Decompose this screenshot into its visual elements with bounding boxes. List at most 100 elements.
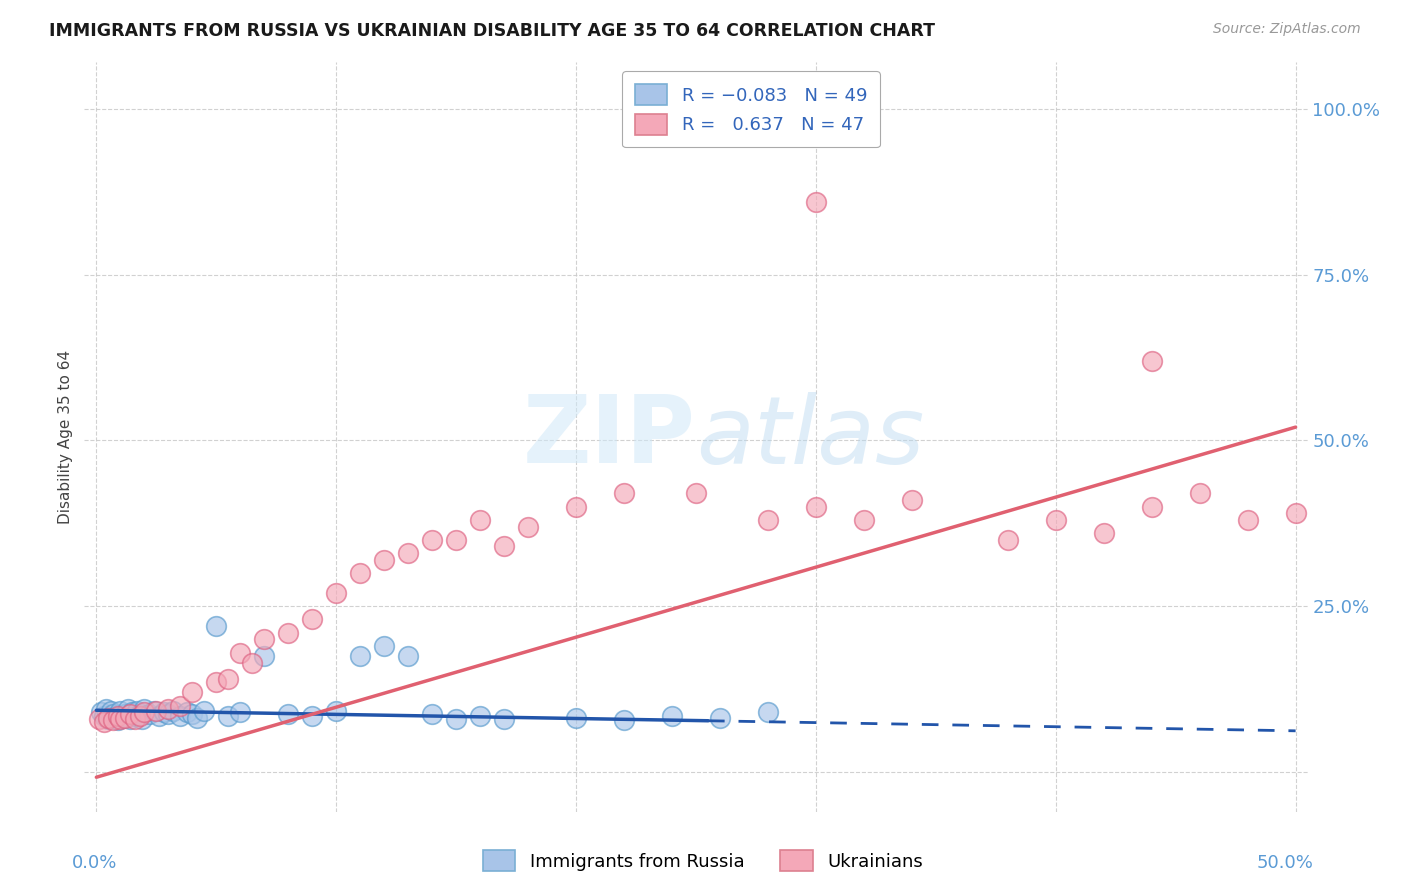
Point (142, 704, 165, 718)
Point (685, 486, 707, 500)
Legend: Immigrants from Russia, Ukrainians: Immigrants from Russia, Ukrainians (475, 843, 931, 879)
Point (301, 612, 323, 626)
Point (517, 519, 540, 533)
Point (97, 710, 120, 724)
Point (186, 710, 208, 724)
Point (97, 712, 120, 726)
Point (110, 704, 132, 718)
Point (118, 712, 141, 726)
Point (253, 632, 276, 647)
Text: 50.0%: 50.0% (1257, 854, 1313, 871)
Point (325, 704, 347, 718)
Point (349, 648, 371, 663)
Point (420, 706, 443, 721)
Point (613, 486, 636, 500)
Point (87, 712, 110, 726)
Point (229, 646, 252, 660)
Point (1140, 354, 1163, 368)
Point (107, 713, 129, 727)
Point (613, 713, 636, 727)
Point (181, 685, 204, 699)
Point (494, 540, 516, 554)
Point (804, 500, 827, 514)
Point (145, 704, 167, 718)
Point (325, 586, 347, 600)
Point (277, 706, 299, 721)
Point (444, 712, 467, 726)
Point (756, 705, 779, 719)
Point (107, 708, 129, 723)
Text: Source: ZipAtlas.com: Source: ZipAtlas.com (1213, 22, 1361, 37)
Point (205, 675, 228, 690)
Point (152, 705, 174, 719)
Point (1045, 513, 1067, 527)
Point (193, 704, 215, 718)
Point (1236, 513, 1258, 527)
Point (349, 566, 371, 580)
Point (756, 513, 779, 527)
Point (240, 656, 263, 670)
Point (217, 708, 239, 723)
Point (1284, 506, 1306, 520)
Point (148, 708, 170, 723)
Point (138, 706, 160, 721)
Point (110, 712, 132, 726)
Point (373, 553, 395, 567)
Point (169, 698, 191, 713)
Point (127, 704, 149, 718)
Point (176, 705, 198, 719)
Point (852, 513, 875, 527)
Point (396, 648, 419, 663)
Point (94, 702, 117, 716)
Point (444, 533, 467, 547)
Point (134, 702, 156, 716)
Point (128, 706, 150, 721)
Point (114, 706, 136, 721)
Point (253, 648, 276, 663)
Point (124, 712, 146, 726)
Text: IMMIGRANTS FROM RUSSIA VS UKRAINIAN DISABILITY AGE 35 TO 64 CORRELATION CHART: IMMIGRANTS FROM RUSSIA VS UKRAINIAN DISA… (49, 22, 935, 40)
Point (301, 708, 323, 723)
Point (1140, 500, 1163, 514)
Point (205, 619, 228, 633)
Point (396, 546, 419, 560)
Point (90, 705, 112, 719)
Point (134, 705, 156, 719)
Point (277, 625, 299, 640)
Point (128, 708, 150, 723)
Point (709, 710, 731, 724)
Point (118, 706, 141, 721)
Point (373, 639, 395, 653)
Point (169, 708, 191, 723)
Text: 0.0%: 0.0% (72, 854, 118, 871)
Point (661, 708, 683, 723)
Point (121, 705, 143, 719)
Point (997, 533, 1019, 547)
Point (101, 706, 124, 721)
Point (124, 708, 146, 723)
Point (104, 708, 127, 723)
Text: atlas: atlas (696, 392, 924, 483)
Point (131, 712, 153, 726)
Point (1188, 486, 1211, 500)
Point (804, 194, 827, 209)
Point (217, 672, 239, 686)
Point (468, 708, 491, 723)
Point (162, 704, 184, 718)
Point (101, 713, 124, 727)
Point (93, 708, 115, 723)
Point (114, 710, 136, 724)
Point (420, 533, 443, 547)
Legend: R = −0.083   N = 49, R =   0.637   N = 47: R = −0.083 N = 49, R = 0.637 N = 47 (621, 71, 880, 147)
Point (93, 715, 115, 730)
Point (229, 705, 252, 719)
Point (111, 710, 134, 724)
Text: ZIP: ZIP (523, 391, 696, 483)
Point (565, 710, 588, 724)
Point (565, 500, 588, 514)
Point (100, 704, 122, 718)
Point (181, 706, 204, 721)
Point (494, 712, 516, 726)
Point (901, 493, 924, 508)
Y-axis label: Disability Age 35 to 64: Disability Age 35 to 64 (58, 350, 73, 524)
